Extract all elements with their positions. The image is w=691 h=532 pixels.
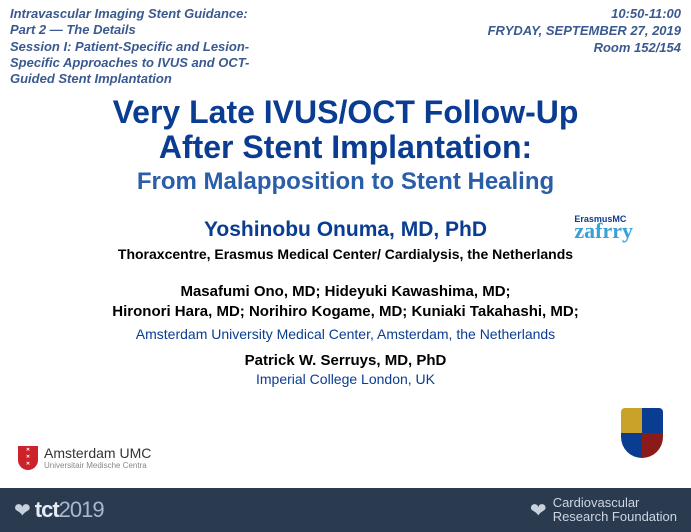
amsterdam-shield-icon: ✕✕✕ — [18, 446, 38, 470]
tct-brand: ❤ tct2019 — [14, 497, 104, 523]
coauthors-block: Masafumi Ono, MD; Hideyuki Kawashima, MD… — [0, 282, 691, 323]
amsterdam-line1: Amsterdam UMC — [44, 445, 151, 461]
session-line: Part 2 — The Details — [10, 22, 249, 38]
affiliation-primary: Thoraxcentre, Erasmus Medical Center/ Ca… — [0, 246, 691, 262]
coauthor-line: Hironori Hara, MD; Norihiro Kogame, MD; … — [30, 302, 661, 322]
header-row: Intravascular Imaging Stent Guidance: Pa… — [0, 0, 691, 87]
title-line2: After Stent Implantation: — [20, 130, 671, 165]
session-line: Session I: Patient-Specific and Lesion- — [10, 39, 249, 55]
crf-line2: Research Foundation — [553, 510, 677, 524]
amsterdam-umc-logo: ✕✕✕ Amsterdam UMC Universitair Medische … — [18, 445, 151, 470]
crf-brand: ❤ Cardiovascular Research Foundation — [530, 496, 677, 523]
time-slot: 10:50-11:00 — [488, 6, 681, 23]
presenter-primary-block: Yoshinobu Onuma, MD, PhD ErasmusMC zafrr… — [0, 218, 691, 242]
session-line: Guided Stent Implantation — [10, 71, 249, 87]
title-line1: Very Late IVUS/OCT Follow-Up — [20, 95, 671, 130]
room-line: Room 152/154 — [488, 40, 681, 57]
session-line: Intravascular Imaging Stent Guidance: — [10, 6, 249, 22]
tct-text: tct2019 — [35, 497, 104, 523]
subtitle: From Malapposition to Stent Healing — [20, 168, 671, 196]
session-info: Intravascular Imaging Stent Guidance: Pa… — [10, 6, 249, 87]
heart-icon: ❤ — [530, 498, 547, 523]
erasmus-script: zafrry — [574, 224, 633, 237]
title-block: Very Late IVUS/OCT Follow-Up After Stent… — [0, 95, 691, 195]
session-line: Specific Approaches to IVUS and OCT- — [10, 55, 249, 71]
crf-text: Cardiovascular Research Foundation — [553, 496, 677, 523]
coauthor-line: Masafumi Ono, MD; Hideyuki Kawashima, MD… — [30, 282, 661, 302]
affiliation-secondary: Amsterdam University Medical Center, Ams… — [0, 326, 691, 342]
date-line: FRYDAY, SEPTEMBER 27, 2019 — [488, 23, 681, 40]
amsterdam-line2: Universitair Medische Centra — [44, 461, 151, 470]
tct-year: 2019 — [59, 497, 104, 522]
time-info: 10:50-11:00 FRYDAY, SEPTEMBER 27, 2019 R… — [488, 6, 681, 87]
amsterdam-text: Amsterdam UMC Universitair Medische Cent… — [44, 445, 151, 470]
crf-line1: Cardiovascular — [553, 496, 677, 510]
erasmus-logo: ErasmusMC zafrry — [574, 214, 633, 237]
presenter-tertiary-name: Patrick W. Serruys, MD, PhD — [0, 352, 691, 369]
imperial-crest-icon — [621, 408, 663, 458]
presenter-primary-name: Yoshinobu Onuma, MD, PhD — [204, 218, 487, 241]
heart-icon: ❤ — [14, 498, 31, 523]
footer-bar: ❤ tct2019 ❤ Cardiovascular Research Foun… — [0, 488, 691, 532]
tct-label: tct — [35, 497, 59, 522]
affiliation-tertiary: Imperial College London, UK — [0, 371, 691, 387]
